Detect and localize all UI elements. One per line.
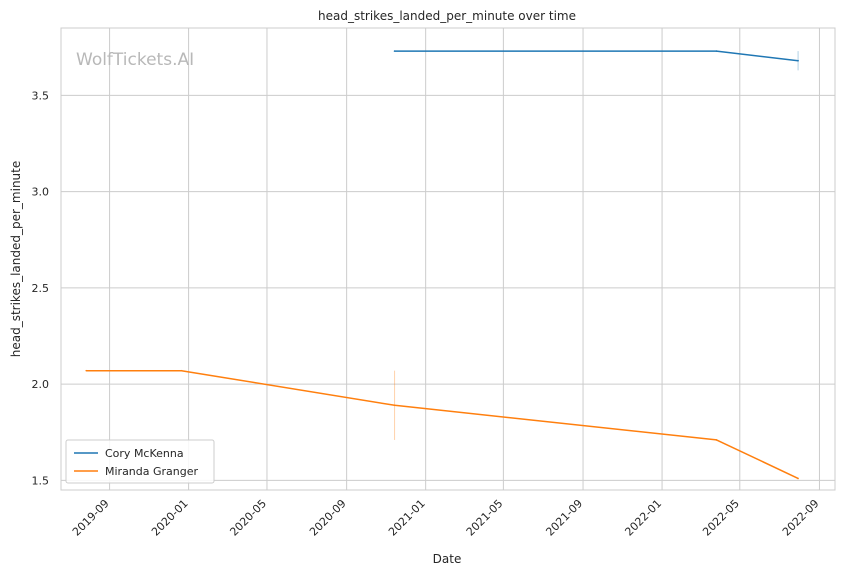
data-point-miranda-granger [393,404,396,407]
data-point-cory-mckenna [797,59,799,62]
data-point-cory-mckenna [393,50,396,52]
legend-label-cory-mckenna: Cory McKenna [105,447,184,460]
y-tick-label: 3.0 [32,186,50,199]
x-tick-label: 2021-01 [386,497,428,539]
watermark: WolfTickets.AI [76,50,194,70]
y-tick-label: 2.0 [32,378,50,391]
y-axis-ticks: 1.5 2.0 2.5 3.0 3.5 [32,89,50,487]
chart-title: head_strikes_landed_per_minute over time [318,9,576,23]
x-tick-label: 2020-05 [227,497,269,539]
x-tick-label: 2022-05 [700,497,742,539]
data-point-miranda-granger [797,477,799,480]
x-axis-ticks: 2019-09 2020-01 2020-05 2020-09 2021-01 2021-… [70,497,822,539]
y-tick-label: 1.5 [32,474,50,487]
x-tick-label: 2022-09 [780,497,822,539]
plot-area-border [60,27,836,491]
x-tick-label: 2021-09 [543,497,585,539]
legend-box [65,439,215,484]
data-point-miranda-granger [85,369,88,372]
data-point-miranda-granger [180,369,183,372]
series-layer [85,50,799,480]
series-line-cory-mckenna [394,50,799,62]
y-tick-label: 2.5 [32,282,50,295]
y-axis-label: head_strikes_landed_per_minute [9,161,23,358]
grid [61,28,835,490]
legend: Cory McKenna Miranda Granger [65,439,215,484]
x-tick-label: 2021-05 [464,497,506,539]
data-point-miranda-granger [715,439,718,441]
x-tick-label: 2020-09 [307,497,349,539]
x-tick-label: 2022-01 [622,497,664,539]
x-tick-label: 2019-09 [70,497,112,539]
legend-label-miranda-granger: Miranda Granger [105,465,199,478]
x-tick-label: 2020-01 [149,497,191,539]
data-point-cory-mckenna [715,50,718,52]
y-tick-label: 3.5 [32,89,50,102]
x-axis-label: Date [433,552,462,566]
